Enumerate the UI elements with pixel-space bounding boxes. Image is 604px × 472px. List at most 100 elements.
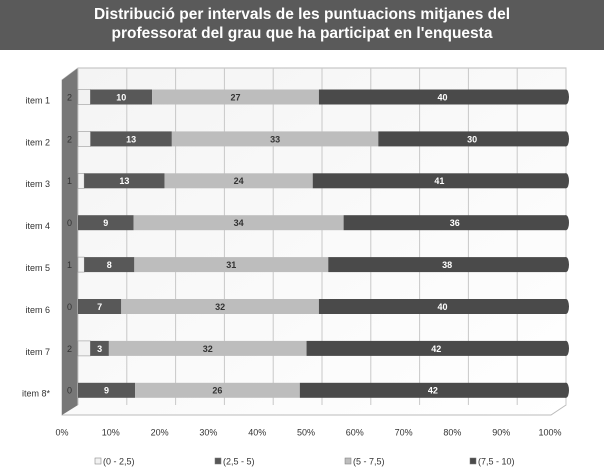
data-label: 13 xyxy=(119,176,129,186)
x-tick-label: 60% xyxy=(346,427,364,437)
data-label: 40 xyxy=(437,92,447,102)
bar-segment xyxy=(90,89,153,105)
x-tick-label: 100% xyxy=(538,427,561,437)
data-label: 1 xyxy=(67,176,72,186)
data-label: 9 xyxy=(104,386,109,396)
y-tick-label: item 5 xyxy=(25,263,50,273)
data-label: 0 xyxy=(67,218,72,228)
x-tick-label: 90% xyxy=(492,427,510,437)
bar-segment xyxy=(78,382,136,398)
data-label: 2 xyxy=(67,134,72,144)
side-wall xyxy=(62,68,78,415)
data-label: 3 xyxy=(97,344,102,354)
bar-segment xyxy=(306,340,566,356)
x-tick-label: 10% xyxy=(102,427,120,437)
bar-segment xyxy=(77,173,85,189)
y-tick-label: item 8* xyxy=(22,389,51,399)
x-tick-label: 80% xyxy=(443,427,461,437)
bar-end xyxy=(563,299,569,314)
data-label: 42 xyxy=(428,386,438,396)
bar-segment xyxy=(90,131,172,147)
bar-segment xyxy=(78,215,134,231)
data-label: 33 xyxy=(270,134,280,144)
bar-segment xyxy=(328,257,566,273)
bar-segment xyxy=(78,299,122,314)
bar-segment xyxy=(84,257,135,273)
bar-segment xyxy=(152,89,319,105)
x-tick-label: 50% xyxy=(297,427,315,437)
bar-segment xyxy=(164,173,313,189)
data-label: 41 xyxy=(434,176,444,186)
data-label: 1 xyxy=(67,260,72,270)
y-tick-label: item 7 xyxy=(25,347,50,357)
bar-segment xyxy=(121,299,319,314)
bar-segment xyxy=(318,299,566,314)
legend-label: (5 - 7,5) xyxy=(353,456,385,466)
data-label: 9 xyxy=(103,218,108,228)
bar-segment xyxy=(133,215,344,231)
bar-segment xyxy=(108,340,307,356)
legend-swatch xyxy=(469,457,477,465)
data-label: 0 xyxy=(67,302,72,312)
data-label: 13 xyxy=(126,134,136,144)
bar-segment xyxy=(318,89,566,105)
y-tick-label: item 1 xyxy=(25,95,50,105)
bar-segment xyxy=(77,256,85,273)
data-label: 32 xyxy=(203,344,213,354)
bar-segment xyxy=(90,340,109,356)
bar-end xyxy=(563,340,569,356)
y-tick-label: item 3 xyxy=(25,179,50,189)
data-label: 30 xyxy=(467,134,477,144)
x-tick-label: 70% xyxy=(395,427,413,437)
x-tick-label: 20% xyxy=(151,427,169,437)
bar-segment xyxy=(312,173,566,189)
data-label: 7 xyxy=(97,302,102,312)
legend-label: (0 - 2,5) xyxy=(103,456,135,466)
data-label: 2 xyxy=(67,92,72,102)
x-tick-label: 0% xyxy=(55,427,68,437)
data-label: 10 xyxy=(116,92,126,102)
data-label: 38 xyxy=(442,260,452,270)
data-label: 36 xyxy=(450,218,460,228)
data-label: 32 xyxy=(215,302,225,312)
bar-end xyxy=(563,131,569,147)
data-label: 8 xyxy=(107,260,112,270)
bar-segment xyxy=(77,89,91,105)
data-label: 40 xyxy=(437,302,447,312)
bar-segment xyxy=(134,257,329,273)
bar-segment xyxy=(343,215,566,231)
bar-segment xyxy=(299,382,566,398)
bar-segment xyxy=(135,382,300,398)
legend-swatch xyxy=(344,457,352,465)
data-label: 27 xyxy=(231,92,241,102)
bar-end xyxy=(563,382,569,398)
legend-label: (7,5 - 10) xyxy=(478,456,515,466)
legend-label: (2,5 - 5) xyxy=(223,456,255,466)
legend-swatch xyxy=(214,457,222,465)
data-label: 0 xyxy=(67,386,72,396)
data-label: 34 xyxy=(234,218,244,228)
data-label: 2 xyxy=(67,344,72,354)
bar-segment xyxy=(77,340,91,357)
bar-segment xyxy=(77,131,91,147)
bar-end xyxy=(563,173,569,189)
x-tick-label: 30% xyxy=(199,427,217,437)
x-tick-label: 40% xyxy=(248,427,266,437)
data-label: 26 xyxy=(212,386,222,396)
data-label: 24 xyxy=(234,176,244,186)
y-tick-label: item 4 xyxy=(25,221,50,231)
chart-title: Distribució per intervals de les puntuac… xyxy=(0,0,604,50)
y-tick-label: item 6 xyxy=(25,305,50,315)
data-label: 42 xyxy=(431,344,441,354)
data-label: 31 xyxy=(226,260,236,270)
bar-end xyxy=(563,215,569,231)
bar-end xyxy=(563,257,569,273)
bar-end xyxy=(563,89,569,105)
plot-wall xyxy=(61,67,567,416)
y-tick-label: item 2 xyxy=(25,137,50,147)
bar-segment xyxy=(378,131,566,147)
bar-segment xyxy=(84,173,165,189)
legend-swatch xyxy=(94,457,102,465)
